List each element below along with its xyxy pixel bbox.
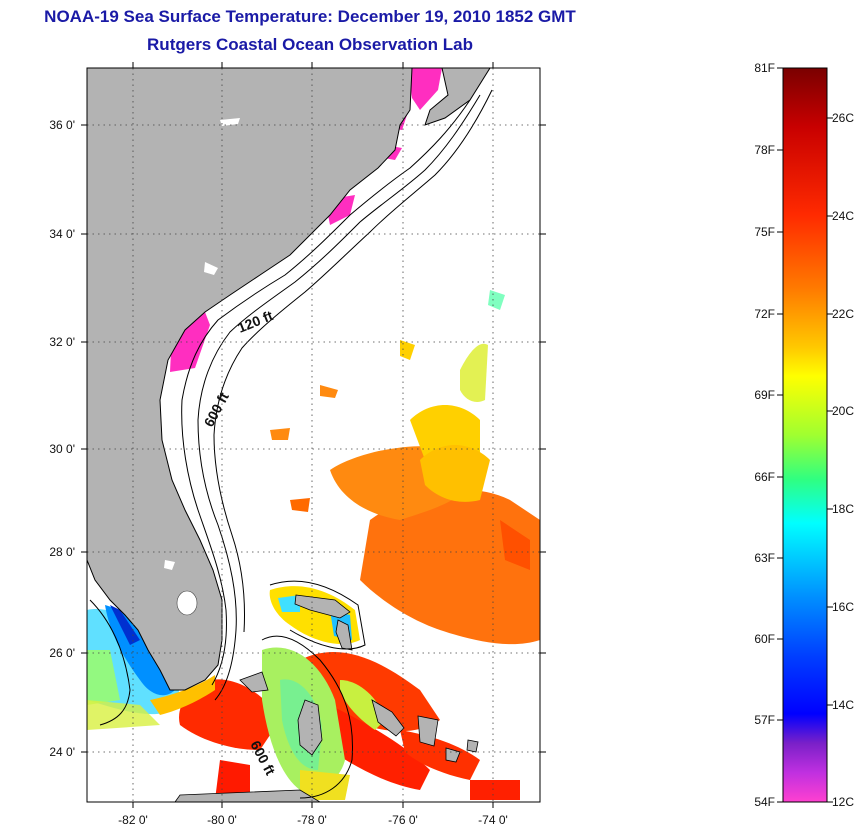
sst-patches <box>87 68 540 800</box>
lon-label: -76 0' <box>388 813 418 827</box>
colorbar-f-label: 54F <box>754 795 775 809</box>
colorbar-f-label: 57F <box>754 713 775 727</box>
colorbar-c-label: 16C <box>832 600 854 614</box>
land-mass-us <box>87 68 413 691</box>
colorbar-c-label: 20C <box>832 404 854 418</box>
colorbar-f-label: 63F <box>754 551 775 565</box>
lon-label: -78 0' <box>297 813 327 827</box>
bahamas-islands <box>174 594 479 802</box>
colorbar-f-label: 60F <box>754 632 775 646</box>
lat-label: 26 0' <box>49 646 75 660</box>
colorbar-c-label: 24C <box>832 209 854 223</box>
lon-label: -74 0' <box>478 813 508 827</box>
colorbar-c-label: 18C <box>832 502 854 516</box>
lon-label: -80 0' <box>207 813 237 827</box>
lat-label: 32 0' <box>49 335 75 349</box>
colorbar-f-label: 69F <box>754 388 775 402</box>
colorbar: 81F 78F 75F 72F 69F 66F 63F 60F 57F 54F … <box>754 61 854 809</box>
lat-label: 30 0' <box>49 442 75 456</box>
colorbar-celsius-labels: 26C 24C 22C 20C 18C 16C 14C 12C <box>832 111 854 809</box>
latitude-labels: 36 0' 34 0' 32 0' 30 0' 28 0' 26 0' 24 0… <box>49 118 75 759</box>
lon-label: -82 0' <box>118 813 148 827</box>
colorbar-c-label: 26C <box>832 111 854 125</box>
map-title: NOAA-19 Sea Surface Temperature: Decembe… <box>44 7 576 26</box>
bathymetry-contours <box>89 89 493 799</box>
map-subtitle: Rutgers Coastal Ocean Observation Lab <box>147 35 473 54</box>
lat-label: 24 0' <box>49 745 75 759</box>
colorbar-fahrenheit-labels: 81F 78F 75F 72F 69F 66F 63F 60F 57F 54F <box>754 61 775 809</box>
axis-ticks <box>81 62 546 808</box>
colorbar-gradient <box>782 67 828 803</box>
lake-okeechobee <box>176 590 198 616</box>
colorbar-f-label: 78F <box>754 143 775 157</box>
lat-label: 34 0' <box>49 227 75 241</box>
lat-label: 28 0' <box>49 545 75 559</box>
lat-label: 36 0' <box>49 118 75 132</box>
longitude-labels: -82 0' -80 0' -78 0' -76 0' -74 0' <box>118 813 508 827</box>
colorbar-f-label: 72F <box>754 307 775 321</box>
colorbar-c-label: 14C <box>832 698 854 712</box>
map-panel: 36 0' 34 0' 32 0' 30 0' 28 0' 26 0' 24 0… <box>49 62 546 827</box>
colorbar-c-label: 22C <box>832 307 854 321</box>
colorbar-f-label: 81F <box>754 61 775 75</box>
colorbar-f-label: 66F <box>754 470 775 484</box>
colorbar-c-label: 12C <box>832 795 854 809</box>
colorbar-f-label: 75F <box>754 225 775 239</box>
graticule <box>87 68 540 802</box>
